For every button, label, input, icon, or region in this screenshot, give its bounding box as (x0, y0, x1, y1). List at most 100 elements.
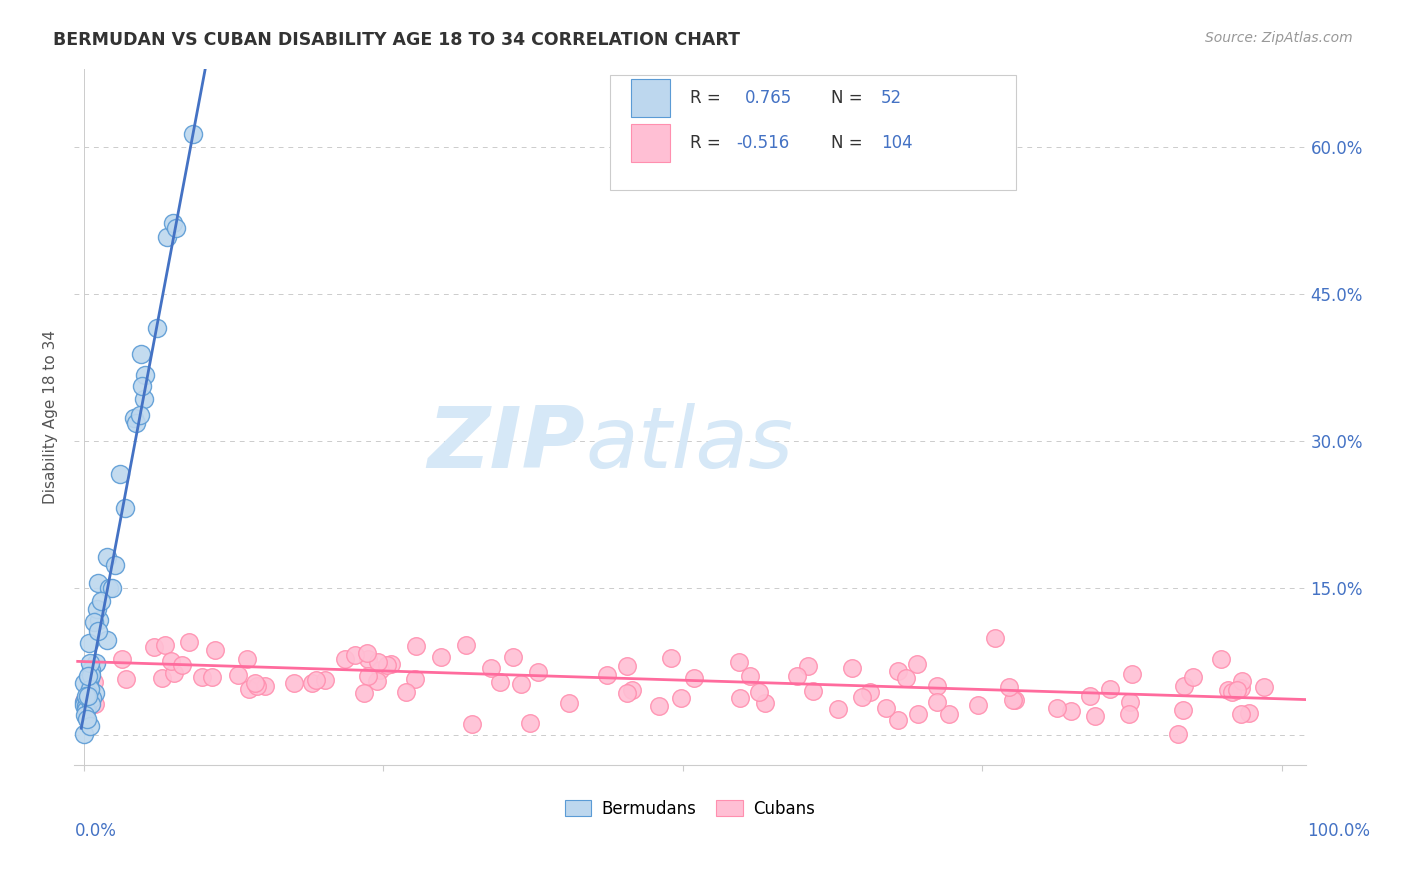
Point (162, 216, 184, 230)
Point (558, 697, 581, 711)
Point (73, 694, 96, 708)
Text: Source: ZipAtlas.com: Source: ZipAtlas.com (1205, 31, 1353, 45)
Point (1209, 652, 1232, 666)
Point (1171, 703, 1194, 717)
Point (79, 636, 101, 650)
Point (1173, 679, 1195, 693)
Point (727, 655, 749, 669)
Point (73, 708, 96, 723)
Point (142, 640, 165, 655)
Point (80, 697, 103, 711)
Point (77, 673, 100, 687)
Point (163, 666, 186, 681)
Y-axis label: Disability Age 18 to 34: Disability Age 18 to 34 (44, 329, 58, 503)
Point (905, 657, 928, 671)
Point (73, 675, 96, 690)
Point (894, 672, 917, 686)
Text: R =: R = (690, 89, 725, 107)
Point (155, 230, 177, 244)
Point (801, 684, 824, 698)
Point (131, 379, 153, 393)
Text: 52: 52 (880, 89, 901, 107)
Text: N =: N = (831, 135, 869, 153)
Point (367, 655, 389, 669)
Point (395, 685, 418, 699)
Point (748, 685, 770, 699)
Point (314, 673, 336, 687)
Point (851, 690, 873, 704)
Text: 0.765: 0.765 (745, 89, 793, 107)
Point (405, 672, 427, 686)
Point (1222, 685, 1244, 699)
Legend: Bermudans, Cubans: Bermudans, Cubans (558, 793, 821, 824)
Point (98, 582, 121, 596)
Point (179, 634, 201, 648)
Point (80, 663, 103, 677)
Point (754, 696, 776, 710)
Point (104, 558, 127, 572)
Text: R =: R = (690, 135, 725, 153)
Point (90, 594, 112, 608)
Point (170, 658, 193, 673)
Point (75, 702, 97, 716)
Point (1078, 689, 1101, 703)
Point (502, 650, 524, 665)
Point (129, 347, 152, 361)
Point (76, 700, 98, 714)
Point (1167, 727, 1189, 741)
Point (967, 698, 990, 713)
Point (344, 648, 367, 662)
Point (509, 677, 531, 691)
Point (114, 673, 136, 687)
Point (859, 685, 882, 699)
Point (366, 674, 388, 689)
FancyBboxPatch shape (610, 76, 1017, 190)
Point (77, 690, 100, 704)
Point (236, 652, 259, 666)
Point (1253, 681, 1275, 695)
Point (984, 632, 1007, 646)
Point (82, 690, 104, 705)
Point (1084, 708, 1107, 723)
Point (671, 691, 693, 706)
Point (238, 681, 260, 696)
Point (1001, 692, 1024, 706)
Point (283, 676, 305, 690)
Point (77, 686, 100, 700)
Point (875, 700, 897, 714)
Point (1232, 674, 1254, 689)
Text: N =: N = (831, 89, 869, 107)
Point (305, 673, 328, 687)
Point (1218, 683, 1240, 698)
Point (79, 681, 101, 696)
Point (243, 676, 266, 690)
Point (489, 674, 512, 689)
Point (827, 702, 849, 716)
Point (333, 652, 356, 666)
Point (76, 712, 98, 726)
Point (356, 646, 378, 660)
Text: atlas: atlas (585, 403, 793, 486)
Point (1237, 706, 1260, 721)
Point (84, 697, 107, 711)
Point (96, 632, 118, 647)
Point (357, 651, 380, 665)
Point (301, 676, 323, 690)
Point (368, 663, 391, 677)
Point (89, 613, 111, 627)
Point (83, 686, 105, 700)
Point (1229, 681, 1251, 695)
Point (96, 549, 118, 564)
Point (1118, 707, 1140, 722)
Point (998, 680, 1021, 694)
Point (134, 392, 156, 407)
Point (1181, 670, 1204, 684)
Point (150, 671, 173, 685)
Point (254, 679, 277, 693)
Point (938, 706, 960, 721)
Point (621, 683, 644, 698)
Point (1046, 701, 1069, 715)
Point (353, 686, 375, 700)
Point (129, 409, 152, 423)
Point (1119, 695, 1142, 709)
